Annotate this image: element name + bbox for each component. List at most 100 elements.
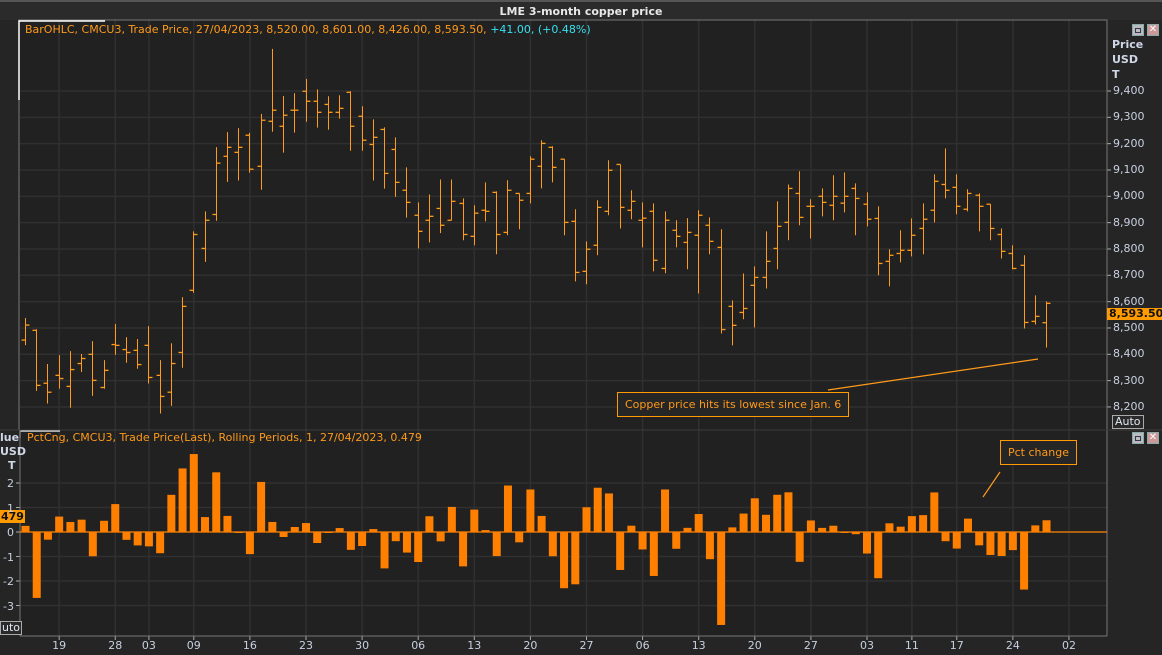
pct-bar[interactable] xyxy=(346,532,355,550)
pct-bar[interactable] xyxy=(773,494,782,532)
pct-bar[interactable] xyxy=(470,509,479,532)
pct-bar[interactable] xyxy=(66,521,75,532)
pct-bar[interactable] xyxy=(975,532,984,546)
pct-bar[interactable] xyxy=(223,515,232,532)
pct-bar[interactable] xyxy=(1020,532,1029,590)
pct-bar[interactable] xyxy=(638,532,647,550)
pct-bar[interactable] xyxy=(358,532,367,547)
pct-bar[interactable] xyxy=(503,485,512,532)
pct-bar[interactable] xyxy=(907,516,916,532)
pct-bar[interactable] xyxy=(582,507,591,532)
pct-bar[interactable] xyxy=(21,525,30,532)
pct-bar[interactable] xyxy=(32,532,41,598)
pct-bar[interactable] xyxy=(627,525,636,532)
pct-bar[interactable] xyxy=(43,532,52,540)
pct-bar[interactable] xyxy=(324,532,333,533)
pct-bar[interactable] xyxy=(178,468,187,532)
pct-bar[interactable] xyxy=(593,487,602,532)
pct-bar[interactable] xyxy=(414,532,423,563)
pct-bar[interactable] xyxy=(268,521,277,532)
pct-bar[interactable] xyxy=(257,481,266,532)
pct-bar[interactable] xyxy=(492,532,501,557)
pct-bar[interactable] xyxy=(874,532,883,579)
pct-bar[interactable] xyxy=(402,532,411,553)
pct-bar[interactable] xyxy=(885,523,894,532)
pct-bar[interactable] xyxy=(234,532,243,533)
pct-bar[interactable] xyxy=(930,492,939,532)
pct-bar[interactable] xyxy=(571,532,580,585)
pct-bar[interactable] xyxy=(952,532,961,549)
pct-bar[interactable] xyxy=(481,530,490,532)
maximize-panel-icon[interactable] xyxy=(1132,24,1144,36)
pct-bar[interactable] xyxy=(717,532,726,625)
pct-bar[interactable] xyxy=(144,532,153,547)
pct-bar[interactable] xyxy=(739,513,748,532)
pct-bar[interactable] xyxy=(851,532,860,535)
pct-bar[interactable] xyxy=(100,520,109,532)
pct-bar[interactable] xyxy=(672,532,681,549)
pct-bar[interactable] xyxy=(829,525,838,532)
pct-bar[interactable] xyxy=(425,516,434,532)
pct-bar[interactable] xyxy=(515,532,524,543)
pct-bar[interactable] xyxy=(896,526,905,532)
close-pct-panel-icon[interactable]: ✕ xyxy=(1147,432,1159,444)
pct-bar[interactable] xyxy=(604,493,613,532)
pct-bar[interactable] xyxy=(189,454,198,532)
annotation-pct-change[interactable]: Pct change xyxy=(1000,440,1077,465)
pct-bar[interactable] xyxy=(560,532,569,589)
annotation-lowest-price[interactable]: Copper price hits its lowest since Jan. … xyxy=(617,392,850,417)
pct-bar[interactable] xyxy=(380,532,389,569)
pct-auto-scale-button[interactable]: uto xyxy=(0,621,23,635)
maximize-pct-panel-icon[interactable] xyxy=(1132,432,1144,444)
pct-bar[interactable] xyxy=(436,532,445,542)
pct-bar[interactable] xyxy=(369,529,378,532)
pct-bar[interactable] xyxy=(649,532,658,576)
pct-bar[interactable] xyxy=(212,472,221,532)
pct-bar[interactable] xyxy=(795,532,804,562)
pct-bar[interactable] xyxy=(806,520,815,532)
pct-bar[interactable] xyxy=(279,532,288,537)
pct-bar[interactable] xyxy=(167,494,176,532)
pct-bar[interactable] xyxy=(88,532,97,557)
pct-bar[interactable] xyxy=(537,515,546,532)
price-auto-scale-button[interactable]: Auto xyxy=(1112,415,1144,429)
pct-bar[interactable] xyxy=(762,514,771,532)
pct-bar[interactable] xyxy=(1008,532,1017,551)
pct-bar[interactable] xyxy=(941,532,950,542)
pct-bar[interactable] xyxy=(459,532,468,567)
pct-bar[interactable] xyxy=(863,532,871,554)
pct-bar[interactable] xyxy=(122,532,131,540)
pct-bar[interactable] xyxy=(919,515,928,532)
pct-bar[interactable] xyxy=(201,517,210,532)
pct-bar[interactable] xyxy=(335,528,344,532)
pct-bar[interactable] xyxy=(840,532,849,533)
pct-bar[interactable] xyxy=(705,532,714,560)
pct-bar[interactable] xyxy=(55,516,64,532)
pct-bar[interactable] xyxy=(1031,525,1040,532)
pct-bar[interactable] xyxy=(784,492,793,532)
pct-bar[interactable] xyxy=(245,532,254,555)
pct-bar[interactable] xyxy=(391,532,400,542)
pct-bar[interactable] xyxy=(728,527,737,532)
pct-bar[interactable] xyxy=(963,518,972,532)
close-panel-icon[interactable]: ✕ xyxy=(1147,24,1159,36)
pct-bar[interactable] xyxy=(526,489,535,532)
pct-bar[interactable] xyxy=(302,523,310,532)
pct-bar[interactable] xyxy=(447,506,456,532)
pct-bar[interactable] xyxy=(290,526,299,532)
pct-bar[interactable] xyxy=(986,532,995,555)
pct-bar[interactable] xyxy=(156,532,165,554)
pct-bar[interactable] xyxy=(694,514,703,532)
pct-bar[interactable] xyxy=(548,532,557,557)
pct-bar[interactable] xyxy=(1042,520,1051,532)
pct-bar[interactable] xyxy=(997,532,1006,557)
pct-bar[interactable] xyxy=(133,532,142,546)
pct-bar[interactable] xyxy=(616,532,625,570)
pct-bar[interactable] xyxy=(750,498,759,532)
pct-bar[interactable] xyxy=(111,504,120,532)
pct-bar[interactable] xyxy=(683,527,692,532)
pct-bar[interactable] xyxy=(313,532,322,543)
pct-bar[interactable] xyxy=(818,527,827,532)
pct-bar[interactable] xyxy=(77,519,86,532)
